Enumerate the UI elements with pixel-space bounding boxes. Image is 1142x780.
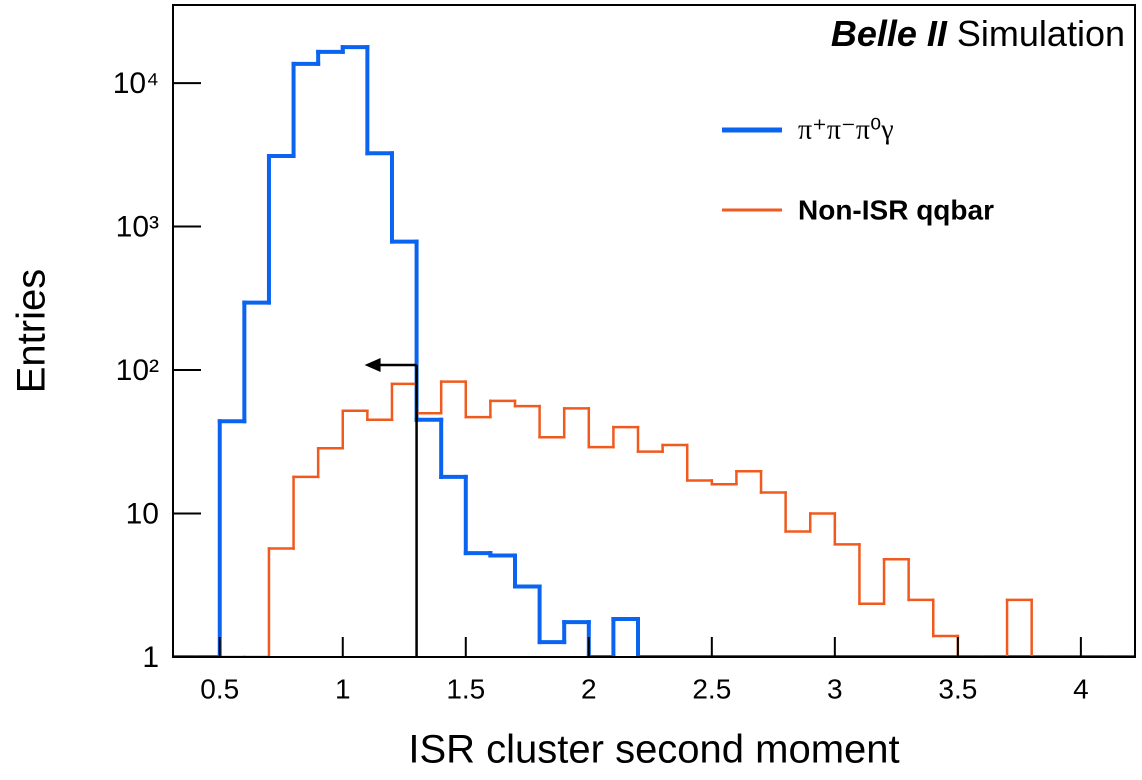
chart-title: Belle II Simulation — [831, 13, 1125, 54]
x-tick-label: 3 — [827, 673, 843, 704]
x-axis-label: ISR cluster second moment — [408, 728, 899, 772]
x-tick-label: 0.5 — [200, 673, 239, 704]
y-tick-label: 10 — [126, 497, 159, 530]
x-tick-label: 2.5 — [692, 673, 731, 704]
legend-label: Non-ISR qqbar — [798, 194, 994, 225]
x-tick-label: 2 — [581, 673, 597, 704]
experiment-name: Belle II — [831, 13, 948, 54]
x-tick-label: 1 — [335, 673, 351, 704]
y-tick-label: 10³ — [116, 210, 159, 243]
y-axis-label: Entries — [10, 269, 54, 394]
plot-area — [173, 45, 1135, 657]
cut-arrowhead — [364, 358, 381, 372]
y-tick-label: 1 — [142, 641, 159, 674]
x-tick-label: 1.5 — [446, 673, 485, 704]
plot-frame — [172, 4, 1136, 658]
legend-label: π⁺π⁻π⁰γ — [798, 114, 894, 145]
title-suffix: Simulation — [957, 13, 1125, 54]
x-tick-label: 4 — [1073, 673, 1089, 704]
x-tick-label: 3.5 — [938, 673, 977, 704]
y-tick-label: 10² — [116, 354, 159, 387]
y-tick-label: 10⁴ — [113, 67, 159, 100]
